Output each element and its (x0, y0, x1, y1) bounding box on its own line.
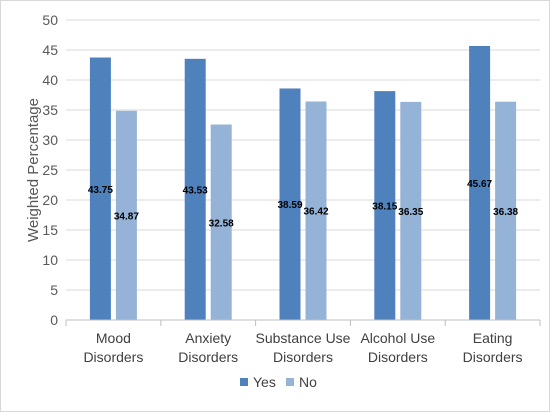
x-tick-label: Anxiety (185, 330, 231, 346)
y-tick-label: 10 (42, 252, 58, 268)
data-label: 36.38 (493, 207, 518, 218)
gridlines (66, 19, 540, 291)
x-tick-label: Alcohol Use (360, 330, 435, 346)
bar-yes (374, 91, 396, 320)
bar-no (305, 101, 327, 320)
legend-swatch-no (286, 378, 294, 386)
data-label: 43.53 (183, 185, 208, 196)
y-tick-label: 30 (42, 132, 58, 148)
y-tick-label: 40 (42, 72, 58, 88)
axes: 0 5 10 15 20 25 30 35 40 45 50 Mood Disorders Anxiety… (42, 12, 541, 365)
bar-yes (89, 57, 111, 320)
bar-yes (279, 88, 301, 321)
y-tick-label: 25 (42, 162, 58, 178)
bar-no (495, 101, 517, 320)
data-label: 36.35 (398, 207, 423, 218)
data-label: 36.42 (303, 207, 328, 218)
bar-no (210, 124, 232, 321)
data-label: 38.15 (372, 202, 397, 213)
y-tick-label: 35 (42, 102, 58, 118)
x-tick-label: Disorders (273, 349, 333, 365)
x-tick-label: Disorders (178, 349, 238, 365)
x-tick-label: Eating (473, 330, 513, 346)
x-tick-label: Disorders (368, 349, 428, 365)
data-label: 32.58 (209, 218, 234, 229)
y-tick-label: 0 (50, 312, 58, 328)
legend-label-no: No (299, 374, 317, 390)
bar-no (400, 101, 422, 321)
legend-swatch-yes (240, 378, 248, 386)
y-tick-label: 15 (42, 222, 58, 238)
x-tick-label: Disorders (83, 349, 143, 365)
bar-yes (184, 58, 206, 320)
y-tick-label: 45 (42, 42, 58, 58)
bar-yes (469, 45, 491, 320)
x-tick-label: Disorders (463, 349, 523, 365)
y-tick-label: 20 (42, 192, 58, 208)
data-label: 45.67 (467, 179, 492, 190)
bar-no (115, 110, 137, 320)
bars (89, 45, 517, 321)
data-label: 38.59 (277, 200, 302, 211)
x-tick-label: Mood (96, 330, 131, 346)
x-tick-label: Substance Use (256, 330, 351, 346)
data-label: 34.87 (114, 211, 139, 222)
legend-label-yes: Yes (253, 374, 276, 390)
legend: Yes No (240, 374, 317, 390)
y-tick-label: 50 (42, 12, 58, 28)
y-axis-label: Weighted Percentage (25, 98, 42, 242)
y-tick-label: 5 (50, 282, 58, 298)
data-label: 43.75 (88, 185, 113, 196)
